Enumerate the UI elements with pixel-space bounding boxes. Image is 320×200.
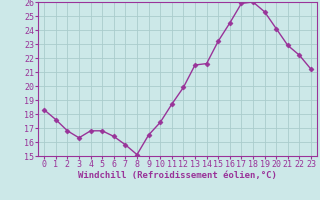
- X-axis label: Windchill (Refroidissement éolien,°C): Windchill (Refroidissement éolien,°C): [78, 171, 277, 180]
